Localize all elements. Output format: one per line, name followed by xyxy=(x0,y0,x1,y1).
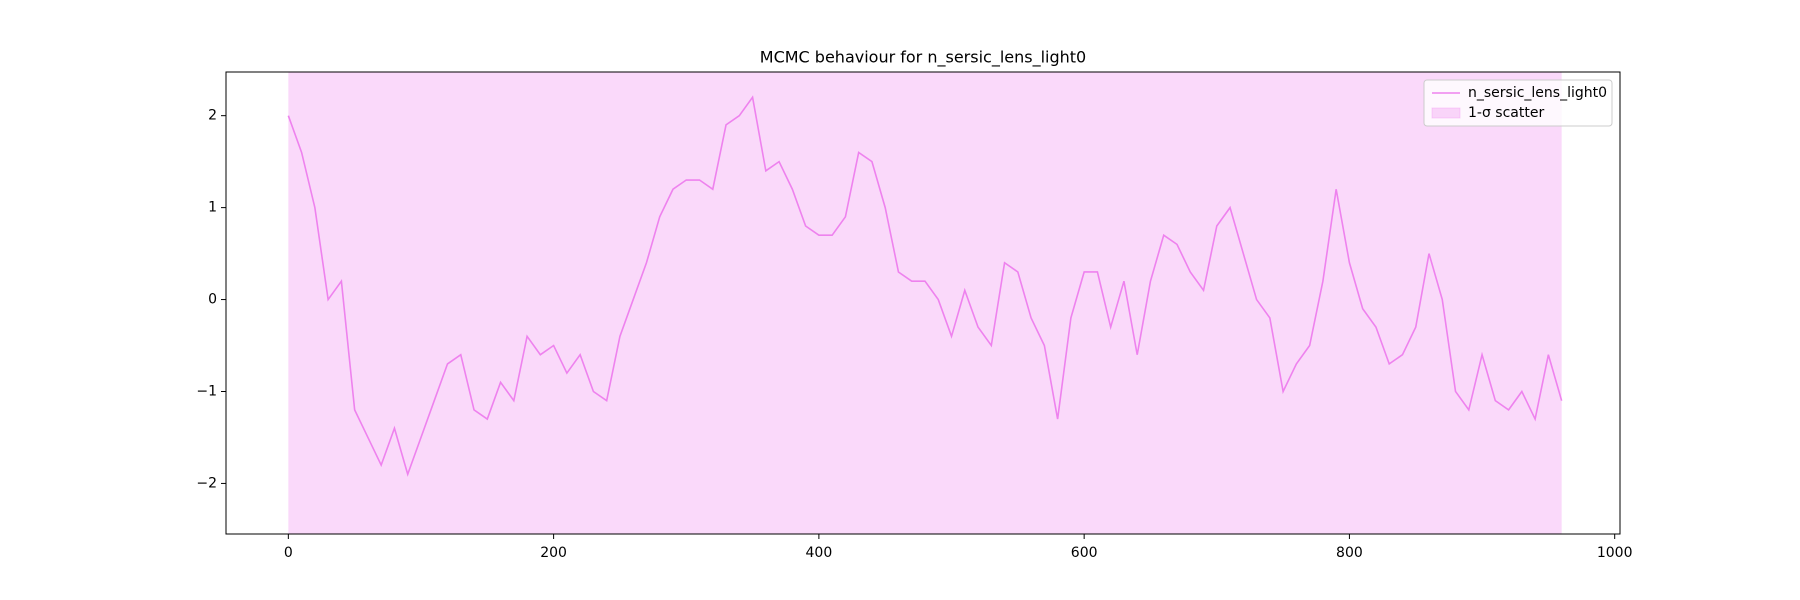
x-tick-label: 800 xyxy=(1336,545,1363,561)
y-tick-label: −2 xyxy=(196,475,217,491)
legend-label: n_sersic_lens_light0 xyxy=(1468,85,1607,101)
axes-frame xyxy=(225,71,1621,535)
legend-patch xyxy=(1431,107,1461,119)
x-tick-label: 1000 xyxy=(1597,545,1633,561)
y-tick-label: −1 xyxy=(196,383,217,399)
x-tick-label: 200 xyxy=(540,545,567,561)
legend-label: 1-σ scatter xyxy=(1468,105,1544,121)
legend-box xyxy=(1423,79,1613,127)
plot-area xyxy=(287,72,1563,534)
x-tick-label: 0 xyxy=(284,545,293,561)
y-tick-label: 2 xyxy=(208,108,217,124)
x-tick-label: 600 xyxy=(1071,545,1098,561)
y-tick-label: 1 xyxy=(208,200,217,216)
y-tick-label: 0 xyxy=(208,292,217,308)
chart-title: MCMC behaviour for n_sersic_lens_light0 xyxy=(760,48,1086,68)
series-line xyxy=(287,95,1563,477)
scatter-band xyxy=(288,72,1562,534)
x-tick-label: 400 xyxy=(806,545,833,561)
